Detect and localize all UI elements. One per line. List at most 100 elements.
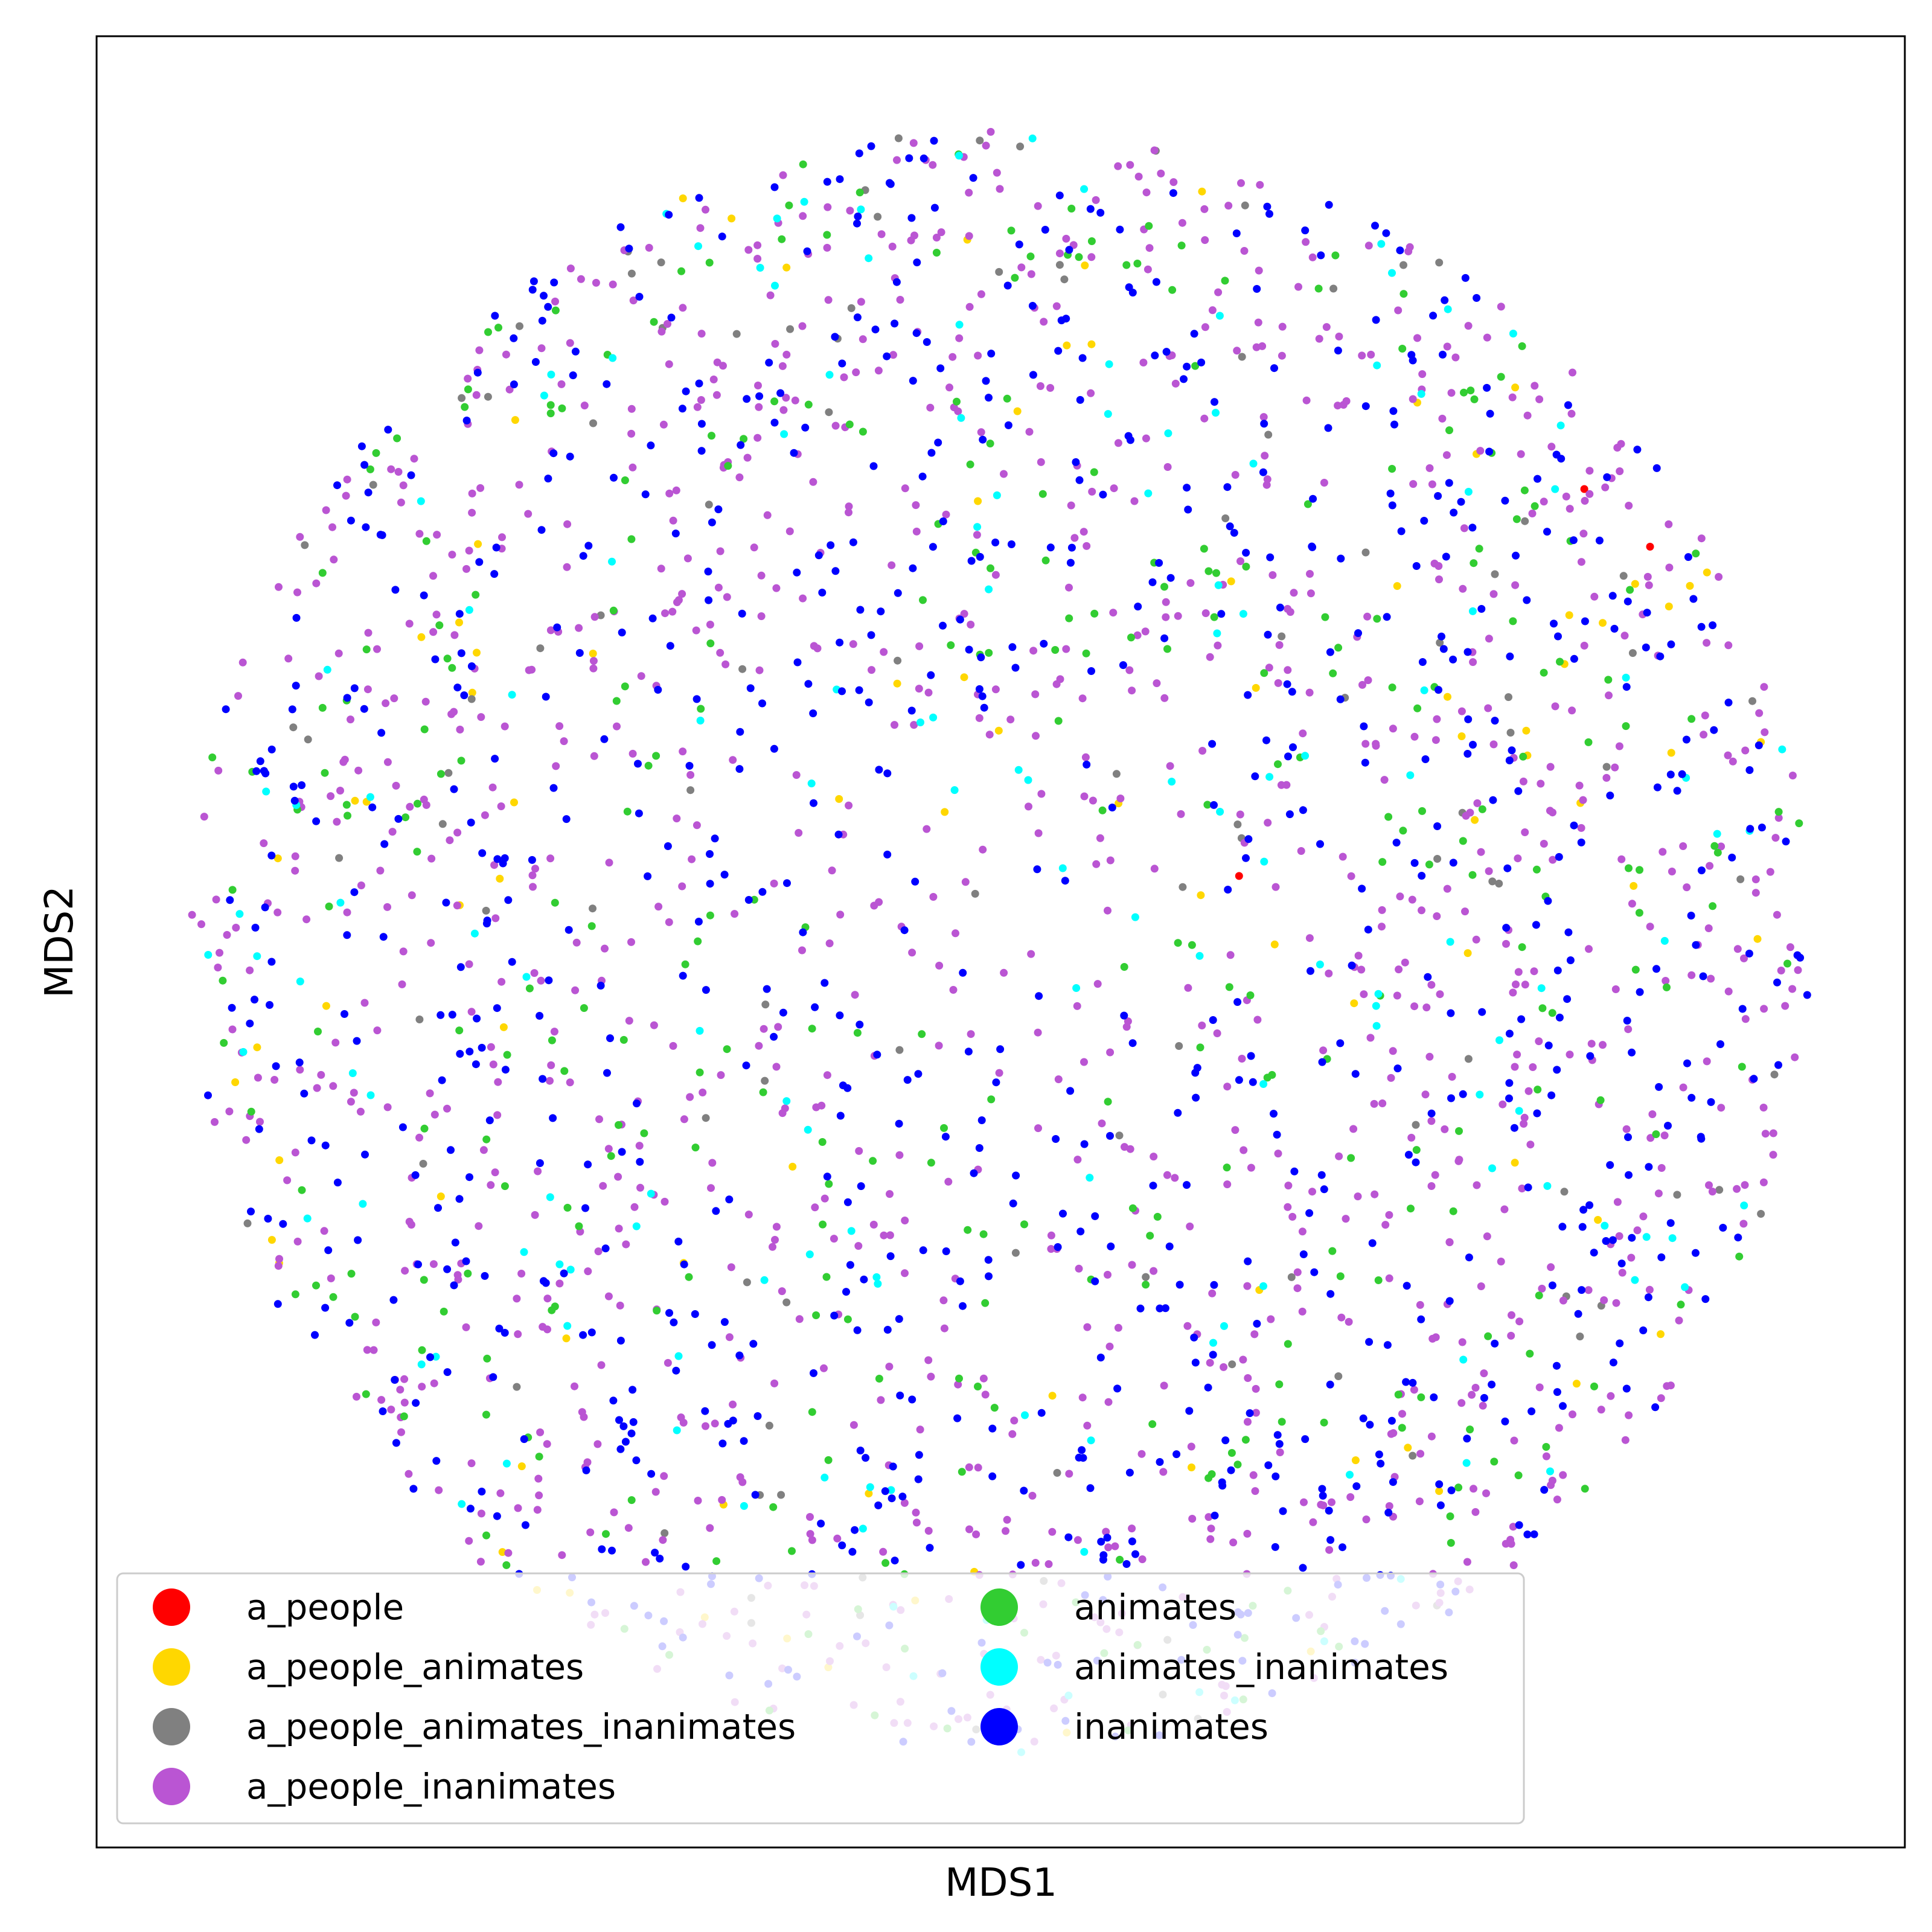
scatter-point <box>1540 1486 1549 1494</box>
scatter-point <box>589 657 598 665</box>
scatter-point <box>900 1499 909 1507</box>
scatter-point <box>1125 666 1134 674</box>
scatter-point <box>427 854 436 863</box>
scatter-point <box>725 1333 734 1342</box>
scatter-point <box>544 475 552 483</box>
scatter-point <box>1372 741 1380 750</box>
scatter-point <box>1007 540 1016 548</box>
scatter-point <box>1342 1215 1350 1223</box>
legend-marker-a-people <box>153 1588 190 1626</box>
scatter-point <box>491 755 499 763</box>
scatter-point <box>949 986 958 994</box>
scatter-point <box>558 1551 566 1559</box>
scatter-point <box>1359 1414 1367 1422</box>
scatter-point <box>1428 480 1436 488</box>
scatter-point <box>1119 661 1127 670</box>
scatter-point <box>1015 240 1023 249</box>
scatter-point <box>965 645 973 654</box>
scatter-point <box>856 188 864 197</box>
scatter-point <box>387 1406 395 1414</box>
scatter-point <box>665 360 673 368</box>
scatter-point <box>1207 1524 1215 1533</box>
scatter-point <box>1566 1051 1574 1059</box>
scatter-point <box>1329 669 1337 677</box>
scatter-point <box>1104 1270 1112 1279</box>
scatter-point <box>770 418 779 427</box>
scatter-point <box>388 828 397 836</box>
scatter-point <box>599 1182 607 1190</box>
scatter-point <box>1151 351 1159 360</box>
scatter-point <box>1531 502 1539 510</box>
scatter-point <box>303 1214 312 1223</box>
scatter-point <box>660 1472 668 1480</box>
legend-label-a-people: a_people <box>246 1587 404 1628</box>
scatter-point <box>711 834 719 843</box>
scatter-point <box>1131 1550 1139 1558</box>
scatter-point <box>810 799 817 807</box>
scatter-point <box>1761 1130 1770 1138</box>
scatter-point <box>795 829 803 837</box>
scatter-point <box>1028 134 1037 142</box>
scatter-point <box>251 924 260 932</box>
scatter-point <box>706 1524 714 1532</box>
scatter-point <box>1535 1383 1544 1392</box>
scatter-point <box>847 1227 856 1235</box>
scatter-point <box>1141 627 1150 636</box>
scatter-point <box>845 801 853 810</box>
scatter-point <box>656 1555 664 1563</box>
scatter-point <box>1546 1467 1554 1476</box>
scatter-point <box>420 1276 428 1284</box>
scatter-point <box>1244 691 1252 699</box>
scatter-point <box>616 1301 624 1310</box>
scatter-point <box>468 508 476 517</box>
scatter-point <box>1551 485 1559 493</box>
scatter-point <box>535 1491 543 1500</box>
scatter-point <box>1514 1471 1523 1480</box>
scatter-point <box>1278 322 1287 331</box>
scatter-point <box>410 455 418 463</box>
scatter-point <box>1253 285 1261 293</box>
scatter-point <box>1406 243 1414 251</box>
scatter-point <box>697 420 706 428</box>
scatter-point <box>682 387 690 395</box>
scatter-point <box>1518 342 1526 350</box>
scatter-point <box>1748 697 1756 705</box>
scatter-point <box>437 770 445 778</box>
scatter-point <box>477 1509 485 1518</box>
scatter-point <box>976 552 984 561</box>
scatter-point <box>669 1041 677 1050</box>
scatter-point <box>723 593 731 601</box>
scatter-point <box>1402 1378 1410 1386</box>
scatter-point <box>1389 1429 1398 1438</box>
legend-box <box>116 1572 1525 1825</box>
scatter-point <box>1791 1053 1799 1061</box>
scatter-point <box>743 453 752 462</box>
scatter-point <box>482 1531 490 1540</box>
scatter-point <box>1388 501 1396 510</box>
scatter-point <box>1128 1537 1136 1546</box>
scatter-point <box>1128 289 1137 297</box>
scatter-point <box>1495 1036 1503 1044</box>
scatter-point <box>679 971 687 980</box>
scatter-point <box>1447 389 1456 397</box>
scatter-point <box>959 1302 967 1310</box>
scatter-point <box>1390 420 1398 429</box>
scatter-point <box>708 1159 717 1167</box>
scatter-point <box>1446 1512 1454 1520</box>
scatter-point <box>1142 434 1150 443</box>
scatter-point <box>1246 991 1255 999</box>
scatter-point <box>927 671 935 679</box>
scatter-point <box>773 214 781 223</box>
scatter-point <box>1454 1483 1463 1492</box>
scatter-point <box>665 1309 673 1317</box>
scatter-point <box>1264 430 1273 439</box>
scatter-point <box>212 895 220 904</box>
scatter-point <box>954 1380 962 1389</box>
scatter-point <box>575 649 584 657</box>
scatter-point <box>1114 439 1122 447</box>
scatter-point <box>1243 1529 1252 1538</box>
scatter-point <box>1464 1055 1473 1063</box>
scatter-point <box>607 1152 615 1160</box>
scatter-point <box>1080 792 1089 801</box>
scatter-point <box>766 291 775 299</box>
